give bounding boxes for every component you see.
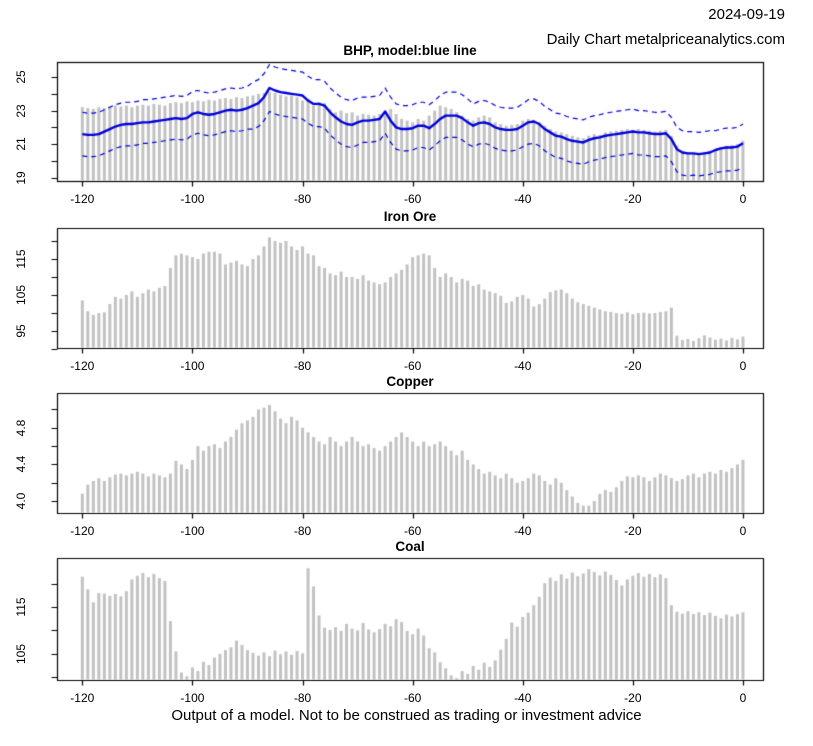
panel-title-iron-ore: Iron Ore bbox=[383, 209, 437, 224]
x-tick-label-p2--120: -120 bbox=[70, 359, 95, 373]
x-tick-label-p3--80: -80 bbox=[293, 524, 312, 538]
x-tick-label-p2--100: -100 bbox=[180, 359, 205, 373]
y-tick-label-p3-4.8: 4.8 bbox=[14, 419, 28, 437]
y-tick-label-p1-25: 25 bbox=[14, 70, 28, 84]
y-tick-label-p2-95: 95 bbox=[14, 324, 28, 338]
x-tick-label-p4--60: -60 bbox=[403, 691, 422, 705]
x-tick-label-p3--60: -60 bbox=[403, 524, 422, 538]
x-tick-label-p3--40: -40 bbox=[514, 524, 532, 538]
x-tick-label-p2--60: -60 bbox=[403, 359, 422, 373]
x-tick-label-p2--80: -80 bbox=[293, 359, 312, 373]
report-source: Daily Chart metalpriceanalytics.com bbox=[546, 31, 785, 48]
x-tick-label-p1--60: -60 bbox=[403, 192, 422, 206]
x-tick-label-p1--80: -80 bbox=[293, 192, 312, 206]
x-tick-label-p4--80: -80 bbox=[293, 691, 312, 705]
x-tick-label-p1--20: -20 bbox=[624, 192, 642, 206]
x-tick-label-p4--20: -20 bbox=[624, 691, 642, 705]
y-tick-label-p4-115: 115 bbox=[14, 597, 28, 617]
x-tick-label-p3--20: -20 bbox=[624, 524, 642, 538]
report-date: 2024-09-19 bbox=[708, 6, 785, 23]
y-tick-label-p2-115: 115 bbox=[14, 249, 28, 269]
x-tick-label-p3-0: 0 bbox=[739, 524, 747, 538]
x-tick-label-p4--120: -120 bbox=[70, 691, 95, 705]
x-tick-label-p3--120: -120 bbox=[70, 524, 95, 538]
x-tick-label-p1--120: -120 bbox=[70, 192, 95, 206]
x-tick-label-p4--40: -40 bbox=[514, 691, 532, 705]
disclaimer-text: Output of a model. Not to be construed a… bbox=[171, 707, 642, 724]
y-tick-label-p4-105: 105 bbox=[14, 643, 28, 664]
x-tick-label-p1-0: 0 bbox=[739, 192, 747, 206]
x-tick-label-p2-0: 0 bbox=[739, 359, 747, 373]
y-tick-label-p2-105: 105 bbox=[14, 285, 28, 306]
y-tick-label-p3-4.4: 4.4 bbox=[14, 456, 28, 473]
x-tick-label-p4--100: -100 bbox=[180, 691, 205, 705]
x-tick-label-p2--20: -20 bbox=[624, 359, 642, 373]
x-tick-label-p4-0: 0 bbox=[739, 691, 747, 705]
x-tick-label-p3--100: -100 bbox=[180, 524, 205, 538]
panel-title-bhp: BHP, model:blue line bbox=[343, 43, 477, 58]
y-tick-label-p1-23: 23 bbox=[14, 103, 28, 118]
y-tick-label-p1-19: 19 bbox=[14, 170, 28, 185]
y-tick-label-p3-4.0: 4.0 bbox=[14, 492, 28, 510]
panel-title-copper: Copper bbox=[386, 374, 434, 389]
x-tick-label-p2--40: -40 bbox=[514, 359, 532, 373]
panel-title-coal: Coal bbox=[395, 539, 425, 554]
y-tick-label-p1-21: 21 bbox=[14, 137, 28, 151]
x-tick-label-p1--100: -100 bbox=[180, 192, 205, 206]
x-tick-label-p1--40: -40 bbox=[514, 192, 532, 206]
